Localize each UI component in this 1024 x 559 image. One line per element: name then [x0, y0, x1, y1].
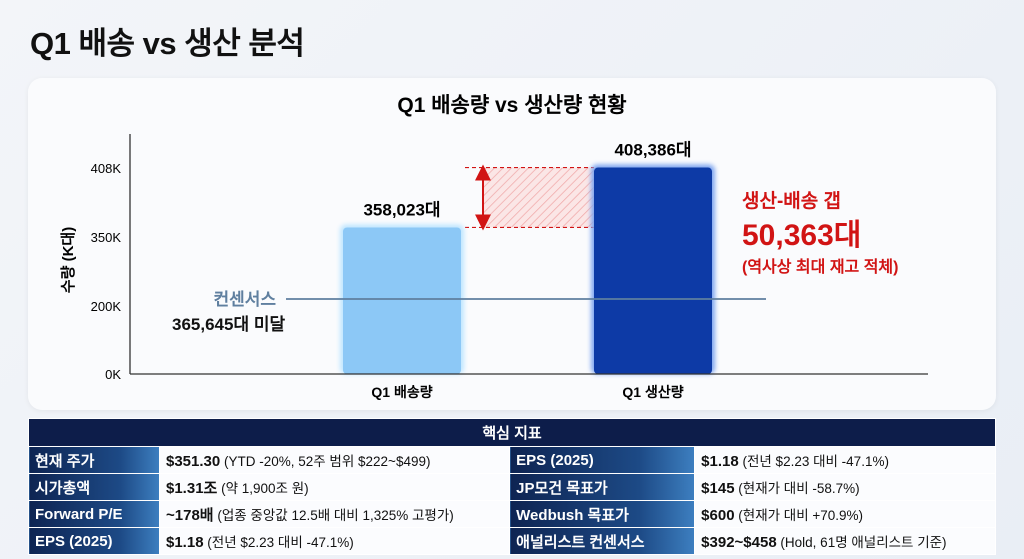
metric-label: 시가총액: [28, 473, 160, 501]
y-axis-label: 수량 (K대): [59, 227, 77, 293]
gap-title: 생산-배송 갭: [742, 190, 841, 212]
gap-value: 50,363대: [742, 219, 861, 252]
page-title: Q1 배송 vs 생산 분석: [30, 26, 305, 61]
metric-main-value: $1.18: [166, 534, 204, 551]
table-row: 현재 주가 $351.30 (YTD -20%, 52주 범위 $222~$499…: [28, 446, 996, 474]
metric-detail: (전년 $2.23 대비 -47.1%): [203, 535, 354, 550]
metric-main-value: $1.31조: [166, 479, 218, 497]
metric-value: $1.31조 (약 1,900조 원): [158, 473, 511, 501]
metric-label: EPS (2025): [28, 527, 160, 555]
y-tick-label: 0K: [105, 367, 121, 382]
bar-2: [594, 167, 712, 374]
metric-main-value: $1.18: [701, 453, 739, 470]
metric-main-value: ~178배: [166, 506, 214, 524]
metric-detail: (현재가 대비 -58.7%): [734, 481, 860, 496]
gap-hatched-area: [483, 167, 594, 228]
metric-detail: (현재가 대비 +70.9%): [734, 508, 864, 523]
metric-detail: (Hold, 61명 애널리스트 기준): [776, 535, 947, 550]
x-tick-label: Q1 배송량: [371, 384, 432, 400]
metric-value: $145 (현재가 대비 -58.7%): [694, 473, 996, 501]
metric-label: Wedbush 목표가: [509, 500, 696, 528]
metric-value: $1.18 (전년 $2.23 대비 -47.1%): [694, 446, 996, 474]
y-tick-label: 408K: [91, 161, 122, 176]
metric-value: $600 (현재가 대비 +70.9%): [694, 500, 996, 528]
bar-value-label: 408,386대: [614, 141, 691, 160]
chart-card: [28, 78, 996, 410]
metric-value: $392~$458 (Hold, 61명 애널리스트 기준): [694, 527, 996, 555]
metric-detail: (업종 중앙값 12.5배 대비 1,325% 고평가): [213, 507, 454, 523]
gap-note: (역사상 최대 재고 적체): [742, 257, 898, 276]
consensus-note: 365,645대 미달: [172, 314, 285, 334]
metric-detail: (YTD -20%, 52주 범위 $222~$499): [220, 454, 431, 469]
metric-main-value: $392~$458: [701, 534, 777, 551]
y-tick-label: 200K: [91, 299, 122, 314]
y-tick-label: 350K: [91, 230, 122, 245]
table-row: Forward P/E ~178배 (업종 중앙값 12.5배 대비 1,325%…: [28, 500, 996, 528]
metric-value: $351.30 (YTD -20%, 52주 범위 $222~$499): [158, 446, 511, 474]
consensus-label: 컨센서스: [213, 290, 276, 309]
table-header: 핵심 지표: [28, 418, 996, 447]
metric-label: Forward P/E: [28, 500, 160, 528]
bar-value-label: 358,023대: [363, 200, 440, 219]
chart-title: Q1 배송량 vs 생산량 현황: [397, 94, 626, 117]
bar-1: [343, 227, 461, 374]
metric-value: $1.18 (전년 $2.23 대비 -47.1%): [158, 527, 511, 555]
metric-main-value: $145: [701, 480, 735, 497]
metric-label: JP모건 목표가: [509, 473, 696, 501]
metric-value: ~178배 (업종 중앙값 12.5배 대비 1,325% 고평가): [158, 500, 511, 528]
table-row: 시가총액 $1.31조 (약 1,900조 원) JP모건 목표가 $145 (현재가…: [28, 473, 996, 501]
table-row: EPS (2025) $1.18 (전년 $2.23 대비 -47.1%) 애널리스…: [28, 527, 996, 555]
x-tick-label: Q1 생산량: [622, 384, 683, 400]
metric-label: 현재 주가: [28, 446, 160, 474]
metric-main-value: $351.30: [166, 453, 221, 470]
metric-detail: (약 1,900조 원): [217, 480, 309, 496]
key-metrics-table: 핵심 지표 현재 주가 $351.30 (YTD -20%, 52주 범위 $22…: [28, 418, 996, 555]
metric-label: EPS (2025): [509, 446, 696, 474]
metric-main-value: $600: [701, 507, 735, 524]
metric-label: 애널리스트 컨센서스: [509, 527, 696, 555]
metric-detail: (전년 $2.23 대비 -47.1%): [738, 454, 889, 469]
